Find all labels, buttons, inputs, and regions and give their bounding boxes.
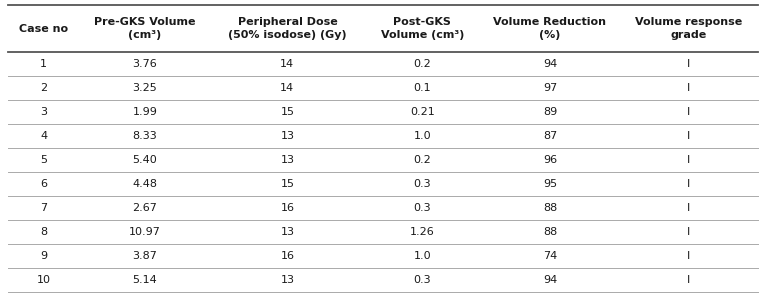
Text: 3.25: 3.25 bbox=[133, 83, 157, 93]
Text: 0.1: 0.1 bbox=[414, 83, 431, 93]
Text: 89: 89 bbox=[543, 107, 557, 117]
Text: 5.14: 5.14 bbox=[133, 275, 157, 285]
Text: 1.0: 1.0 bbox=[414, 131, 431, 141]
Text: 94: 94 bbox=[543, 275, 557, 285]
Text: 3.76: 3.76 bbox=[133, 59, 157, 69]
Text: 1.0: 1.0 bbox=[414, 251, 431, 261]
Text: 9: 9 bbox=[40, 251, 47, 261]
Text: 94: 94 bbox=[543, 59, 557, 69]
Text: 96: 96 bbox=[543, 155, 557, 165]
Text: I: I bbox=[687, 251, 690, 261]
Text: 0.3: 0.3 bbox=[414, 203, 431, 213]
Text: 0.3: 0.3 bbox=[414, 179, 431, 189]
Text: 0.21: 0.21 bbox=[410, 107, 435, 117]
Text: 4.48: 4.48 bbox=[133, 179, 157, 189]
Text: Volume Reduction
(%): Volume Reduction (%) bbox=[493, 17, 607, 40]
Text: Peripheral Dose
(50% isodose) (Gy): Peripheral Dose (50% isodose) (Gy) bbox=[228, 17, 347, 40]
Text: 95: 95 bbox=[543, 179, 557, 189]
Text: Pre-GKS Volume
(cm³): Pre-GKS Volume (cm³) bbox=[94, 17, 195, 40]
Text: 97: 97 bbox=[543, 83, 557, 93]
Text: 88: 88 bbox=[543, 203, 557, 213]
Text: 13: 13 bbox=[280, 275, 294, 285]
Text: I: I bbox=[687, 227, 690, 237]
Text: 15: 15 bbox=[280, 179, 294, 189]
Text: 10.97: 10.97 bbox=[129, 227, 161, 237]
Text: 4: 4 bbox=[40, 131, 47, 141]
Text: 74: 74 bbox=[543, 251, 557, 261]
Text: 3.87: 3.87 bbox=[133, 251, 157, 261]
Text: 5.40: 5.40 bbox=[133, 155, 157, 165]
Text: I: I bbox=[687, 155, 690, 165]
Text: Case no: Case no bbox=[19, 23, 68, 34]
Text: 15: 15 bbox=[280, 107, 294, 117]
Text: 2: 2 bbox=[40, 83, 47, 93]
Text: 3: 3 bbox=[40, 107, 47, 117]
Text: 16: 16 bbox=[280, 203, 294, 213]
Text: 0.2: 0.2 bbox=[414, 59, 431, 69]
Text: 1.26: 1.26 bbox=[410, 227, 435, 237]
Text: Post-GKS
Volume (cm³): Post-GKS Volume (cm³) bbox=[381, 17, 464, 40]
Text: I: I bbox=[687, 107, 690, 117]
Text: 13: 13 bbox=[280, 227, 294, 237]
Text: 8: 8 bbox=[40, 227, 47, 237]
Text: 1.99: 1.99 bbox=[133, 107, 157, 117]
Text: I: I bbox=[687, 59, 690, 69]
Text: 5: 5 bbox=[40, 155, 47, 165]
Text: 2.67: 2.67 bbox=[133, 203, 157, 213]
Text: I: I bbox=[687, 203, 690, 213]
Text: 88: 88 bbox=[543, 227, 557, 237]
Text: I: I bbox=[687, 179, 690, 189]
Text: I: I bbox=[687, 275, 690, 285]
Text: 13: 13 bbox=[280, 131, 294, 141]
Text: 16: 16 bbox=[280, 251, 294, 261]
Text: 7: 7 bbox=[40, 203, 47, 213]
Text: 0.2: 0.2 bbox=[414, 155, 431, 165]
Text: 6: 6 bbox=[40, 179, 47, 189]
Text: 87: 87 bbox=[543, 131, 557, 141]
Text: 0.3: 0.3 bbox=[414, 275, 431, 285]
Text: 13: 13 bbox=[280, 155, 294, 165]
Text: 14: 14 bbox=[280, 59, 294, 69]
Text: I: I bbox=[687, 131, 690, 141]
Text: 14: 14 bbox=[280, 83, 294, 93]
Text: 1: 1 bbox=[40, 59, 47, 69]
Text: 10: 10 bbox=[37, 275, 51, 285]
Text: Volume response
grade: Volume response grade bbox=[635, 17, 742, 40]
Text: I: I bbox=[687, 83, 690, 93]
Text: 8.33: 8.33 bbox=[133, 131, 157, 141]
